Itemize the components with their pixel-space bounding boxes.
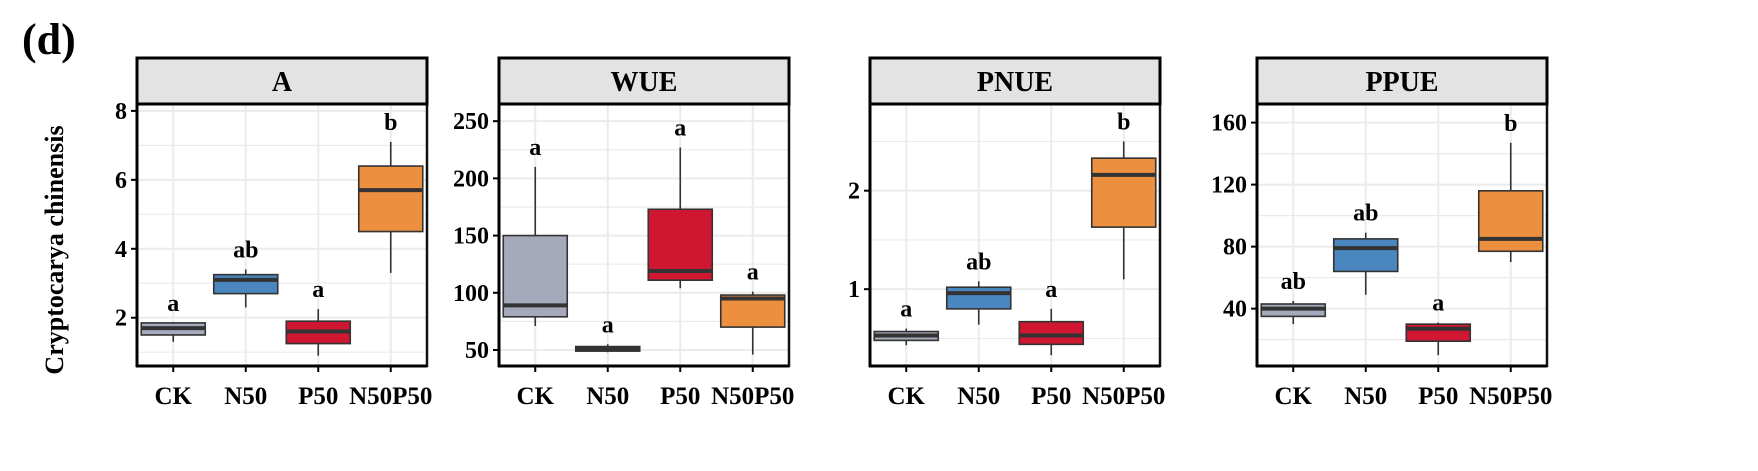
x-tick-label: CK — [517, 383, 555, 410]
y-tick-label: 1 — [848, 277, 860, 303]
y-tick-label: 80 — [1223, 235, 1247, 261]
significance-letter: a — [602, 312, 614, 338]
y-tick-label: 150 — [453, 224, 489, 250]
x-tick-label: P50 — [1031, 383, 1071, 410]
y-tick-label: 8 — [115, 99, 127, 125]
x-tick-label: P50 — [660, 383, 700, 410]
y-tick-label: 6 — [115, 168, 127, 194]
significance-letter: ab — [233, 237, 258, 263]
y-tick-label: 50 — [465, 338, 489, 364]
significance-letter: a — [312, 277, 324, 303]
facet-header — [497, 56, 791, 106]
y-tick-label: 100 — [453, 281, 489, 307]
x-tick-label: N50P50 — [1469, 383, 1552, 410]
facet-header — [868, 56, 1162, 106]
facet-title: PPUE — [1365, 67, 1438, 98]
y-tick-label: 2 — [848, 179, 860, 205]
x-tick-label: N50 — [586, 383, 629, 410]
significance-letter: a — [167, 291, 179, 317]
significance-letter: ab — [1353, 201, 1378, 227]
y-tick-label: 4 — [115, 237, 127, 263]
x-tick-label: N50P50 — [1082, 383, 1165, 410]
x-tick-label: N50P50 — [711, 383, 794, 410]
y-tick-label: 160 — [1211, 111, 1247, 137]
significance-letter: b — [384, 110, 397, 136]
y-tick-label: 120 — [1211, 173, 1247, 199]
box-p50 — [1018, 320, 1085, 346]
box-p50 — [647, 208, 714, 281]
significance-letter: ab — [966, 249, 991, 275]
x-tick-label: CK — [888, 383, 926, 410]
box-n50 — [1332, 238, 1399, 273]
x-tick-label: CK — [1275, 383, 1313, 410]
box-n50p50 — [357, 165, 424, 233]
box-n50p50 — [1477, 190, 1544, 253]
facet-title: A — [272, 67, 293, 98]
x-tick-label: N50P50 — [349, 383, 432, 410]
x-tick-label: N50 — [224, 383, 267, 410]
box-ck — [502, 234, 569, 318]
significance-letter: a — [747, 260, 759, 286]
significance-letter: b — [1117, 109, 1130, 135]
figure-panel-label: (d) — [22, 15, 76, 64]
significance-letter: ab — [1281, 269, 1306, 295]
facet-header — [135, 56, 429, 106]
significance-letter: a — [1045, 277, 1057, 303]
box-n50 — [945, 286, 1012, 310]
significance-letter: a — [1432, 291, 1444, 317]
facet-header — [1255, 56, 1549, 106]
y-tick-label: 2 — [115, 306, 127, 332]
plot-area — [870, 104, 1160, 366]
box-p50 — [1405, 323, 1472, 342]
box-n50 — [212, 273, 279, 295]
y-tick-label: 200 — [453, 166, 489, 192]
significance-letter: a — [529, 135, 541, 161]
box-n50p50 — [1090, 157, 1157, 228]
x-tick-label: N50 — [957, 383, 1000, 410]
significance-letter: a — [674, 115, 686, 141]
x-tick-label: N50 — [1344, 383, 1387, 410]
y-tick-label: 250 — [453, 109, 489, 135]
x-tick-label: P50 — [1418, 383, 1458, 410]
x-tick-label: P50 — [298, 383, 338, 410]
significance-letter: b — [1504, 111, 1517, 137]
y-tick-label: 40 — [1223, 297, 1247, 323]
facet-title: WUE — [611, 67, 678, 98]
facet-title: PNUE — [977, 67, 1053, 98]
x-tick-label: CK — [155, 383, 193, 410]
significance-letter: a — [900, 297, 912, 323]
